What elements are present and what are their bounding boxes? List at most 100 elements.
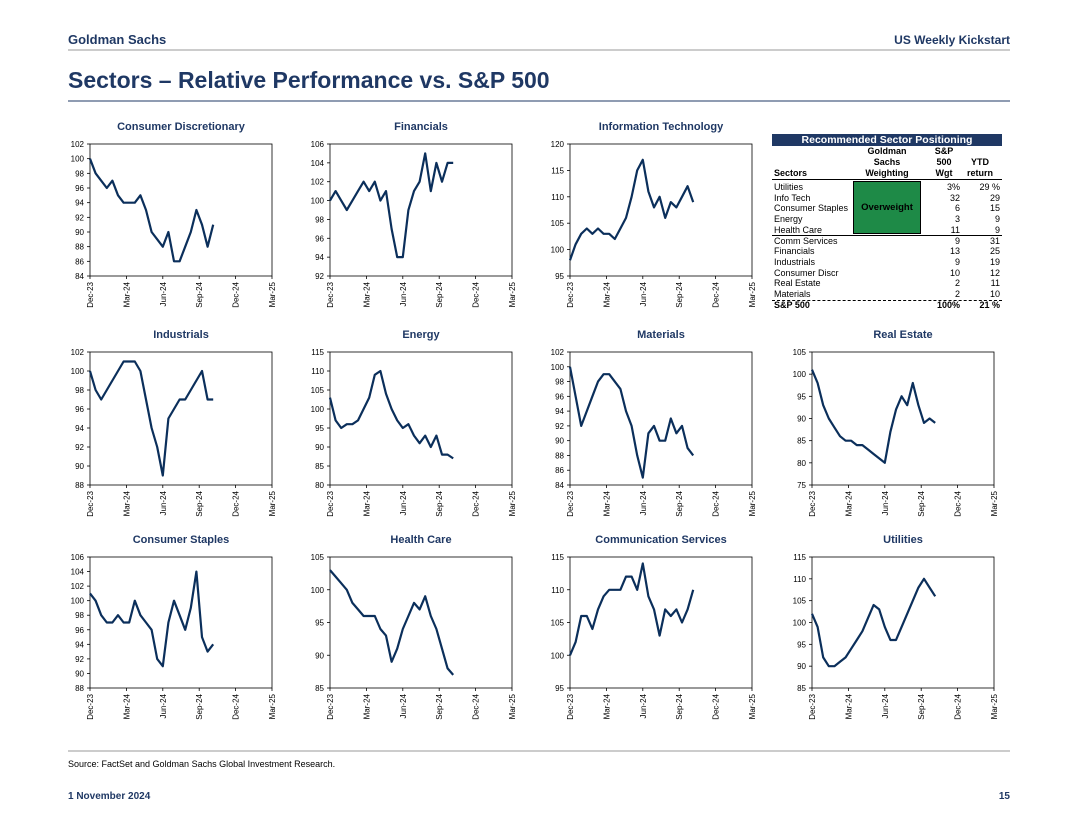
x-tick-label: Dec-24 — [472, 490, 481, 516]
series-line — [568, 562, 695, 656]
row-label: Energy — [774, 214, 803, 225]
y-tick-label: 96 — [75, 626, 84, 635]
y-tick-label: 110 — [311, 367, 324, 376]
plot-frame — [89, 143, 273, 277]
series-line — [88, 158, 215, 263]
col-header: Goldman — [867, 146, 907, 156]
ytd: 15 — [989, 203, 1000, 214]
wgt: 2 — [954, 289, 960, 299]
y-tick-label: 95 — [797, 640, 806, 649]
x-tick-label: Dec-23 — [566, 281, 575, 307]
y-tick-label: 88 — [75, 243, 84, 252]
y-tick-label: 86 — [75, 257, 84, 266]
x-tick-label: Mar-24 — [122, 281, 131, 307]
x-tick-label: Mar-24 — [362, 490, 371, 516]
wgt: 11 — [950, 224, 960, 235]
y-tick-label: 96 — [75, 405, 84, 414]
group-rule — [772, 235, 1002, 237]
y-tick-label: 90 — [75, 228, 84, 237]
x-tick-label: Jun-24 — [639, 693, 648, 718]
y-tick-label: 105 — [551, 619, 565, 628]
y-tick-label: 80 — [797, 459, 806, 468]
x-tick-label: Mar-25 — [990, 693, 999, 719]
y-tick-label: 95 — [315, 424, 324, 433]
y-tick-label: 102 — [551, 348, 565, 357]
y-tick-label: 90 — [797, 415, 806, 424]
x-tick-label: Dec-23 — [86, 281, 95, 307]
total-rule — [772, 299, 1002, 301]
y-tick-label: 95 — [555, 272, 564, 281]
y-tick-label: 98 — [75, 611, 84, 620]
y-tick-label: 102 — [71, 582, 85, 591]
chart-title: Industrials — [153, 329, 209, 341]
y-tick-label: 88 — [75, 684, 84, 693]
y-tick-label: 86 — [555, 466, 564, 475]
y-tick-label: 100 — [71, 155, 85, 164]
chart-title: Consumer Discretionary — [117, 121, 246, 133]
source: Source: FactSet and Goldman Sachs Global… — [68, 759, 335, 769]
y-tick-label: 102 — [311, 178, 325, 187]
page-title: Sectors – Relative Performance vs. S&P 5… — [68, 67, 550, 93]
y-tick-label: 94 — [75, 199, 84, 208]
y-tick-label: 115 — [551, 553, 564, 562]
x-tick-label: Jun-24 — [881, 490, 890, 515]
y-tick-label: 90 — [315, 651, 324, 660]
y-tick-label: 105 — [311, 386, 325, 395]
y-tick-label: 85 — [797, 684, 806, 693]
x-tick-label: Sep-24 — [435, 693, 444, 719]
y-tick-label: 100 — [71, 367, 85, 376]
series-line — [89, 570, 215, 668]
x-tick-label: Dec-23 — [808, 490, 817, 516]
y-tick-label: 115 — [793, 553, 806, 562]
y-tick-label: 98 — [555, 378, 564, 387]
y-tick-label: 88 — [75, 481, 84, 490]
x-tick-label: Sep-24 — [195, 693, 204, 719]
x-tick-label: Mar-25 — [268, 490, 277, 516]
date: 1 November 2024 — [68, 791, 151, 802]
col-header: return — [966, 168, 993, 178]
x-tick-label: Jun-24 — [639, 281, 648, 306]
col-header: Sectors — [774, 168, 808, 178]
wgt: 100% — [936, 299, 960, 310]
x-tick-label: Dec-23 — [86, 693, 95, 719]
x-tick-label: Sep-24 — [917, 693, 926, 719]
col-header: S&P — [934, 146, 954, 156]
y-tick-label: 85 — [315, 462, 324, 471]
x-tick-label: Mar-25 — [508, 693, 517, 719]
ytd: 31 — [989, 235, 1000, 246]
wgt: 9 — [954, 256, 960, 267]
x-tick-label: Sep-24 — [195, 490, 204, 516]
plot-frame — [569, 143, 753, 277]
x-tick-label: Mar-25 — [508, 281, 517, 307]
y-tick-label: 88 — [555, 451, 564, 460]
x-tick-label: Mar-25 — [268, 693, 277, 719]
row-label: Consumer Discr — [774, 267, 839, 278]
col-header: 500 — [936, 157, 952, 167]
ytd: 19 — [989, 256, 1000, 267]
wgt: 13 — [949, 246, 960, 257]
x-tick-label: Sep-24 — [917, 490, 926, 516]
brand: Goldman Sachs — [68, 32, 166, 47]
y-tick-label: 98 — [75, 169, 84, 178]
y-tick-label: 90 — [75, 462, 84, 471]
y-tick-label: 100 — [551, 363, 565, 372]
ytd: 21 % — [979, 299, 1000, 310]
x-tick-label: Mar-24 — [122, 490, 131, 516]
y-tick-label: 100 — [793, 619, 807, 628]
y-tick-label: 100 — [551, 651, 565, 660]
plot-frame — [329, 351, 513, 486]
wgt: 2 — [954, 278, 960, 289]
y-tick-label: 100 — [311, 405, 325, 414]
row-label: Consumer Staples — [774, 203, 849, 214]
wgt: 6 — [954, 203, 960, 214]
x-tick-label: Dec-23 — [566, 490, 575, 516]
y-tick-label: 96 — [555, 392, 564, 401]
ytd: 11 — [990, 278, 1000, 289]
row-label: Financials — [774, 246, 815, 257]
chart-title: Real Estate — [873, 329, 932, 341]
x-tick-label: Mar-25 — [748, 490, 757, 516]
series-line — [568, 158, 695, 261]
chart-title: Energy — [402, 329, 440, 341]
y-tick-label: 105 — [793, 597, 807, 606]
y-tick-label: 80 — [315, 481, 324, 490]
